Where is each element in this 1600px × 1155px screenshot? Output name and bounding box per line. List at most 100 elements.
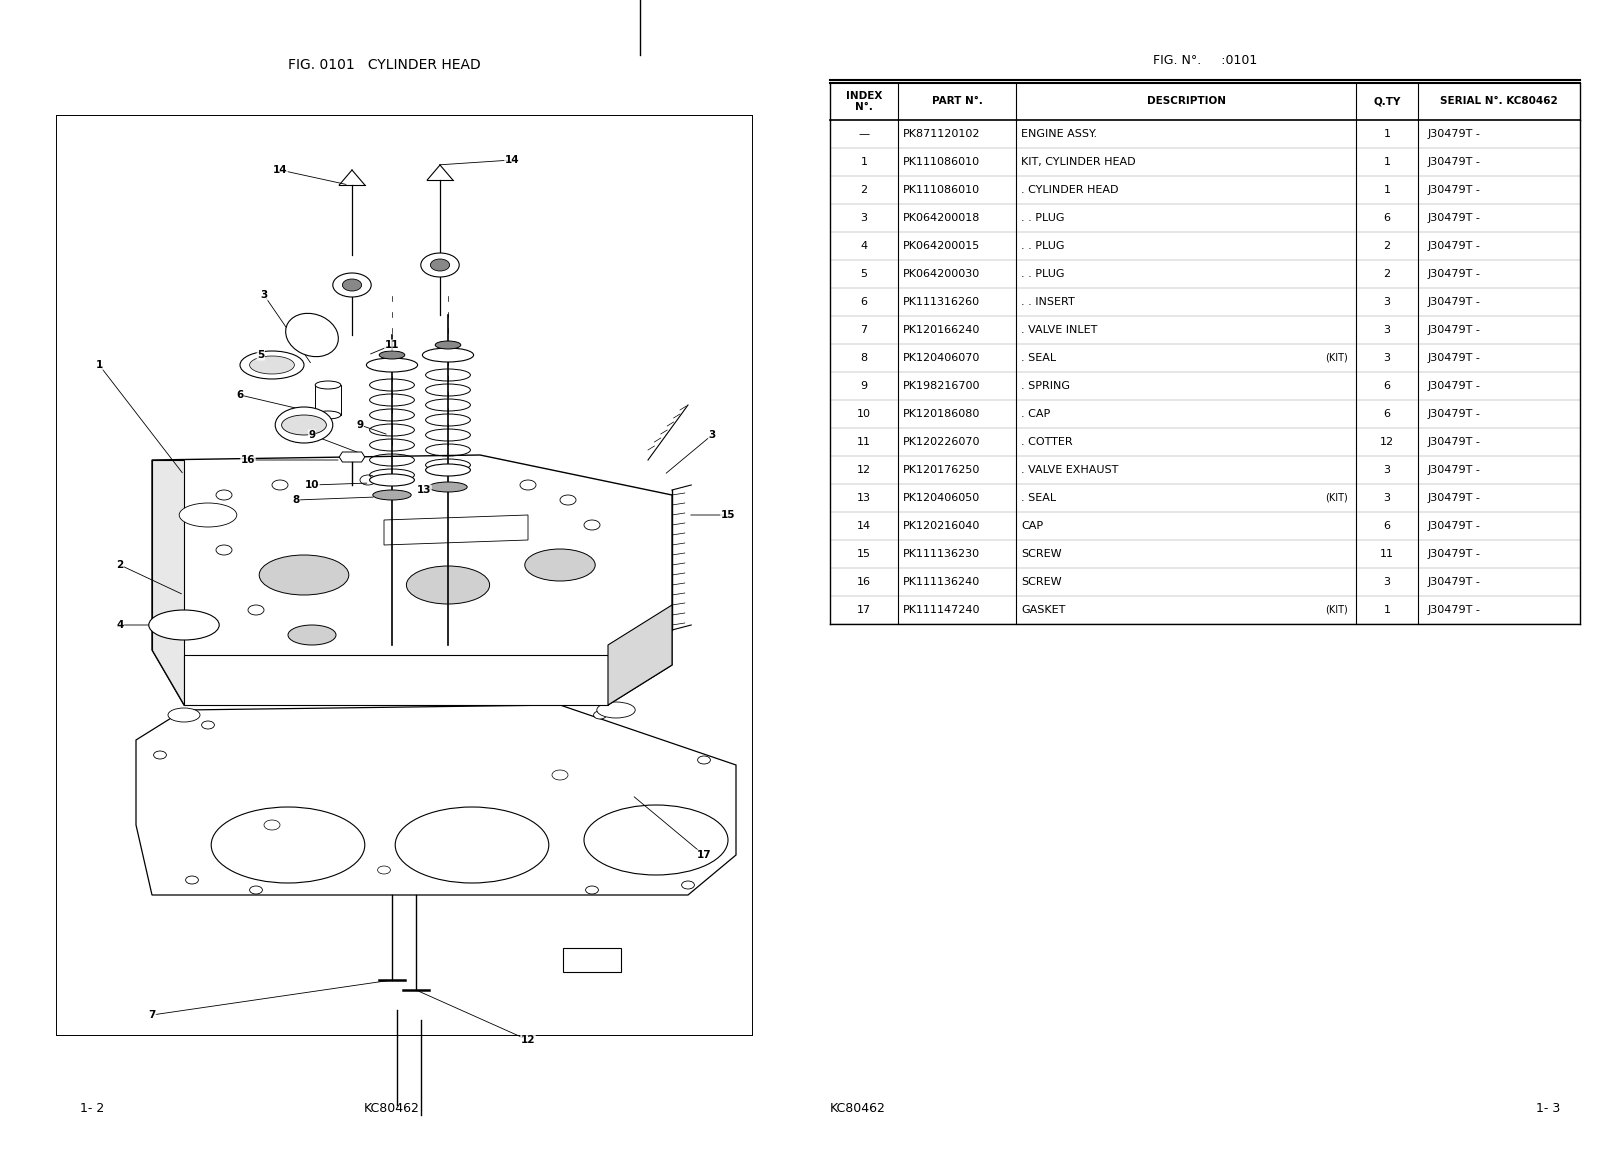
Text: J30479T -: J30479T - (1429, 465, 1482, 475)
Ellipse shape (429, 482, 467, 492)
Text: 9: 9 (861, 381, 867, 392)
Text: . SEAL: . SEAL (1021, 493, 1056, 502)
Text: 17: 17 (696, 850, 712, 860)
Ellipse shape (373, 490, 411, 500)
Text: FIG. 0101   CYLINDER HEAD: FIG. 0101 CYLINDER HEAD (288, 58, 480, 72)
Text: SCREW: SCREW (1021, 549, 1062, 559)
Ellipse shape (282, 415, 326, 435)
Text: PK120226070: PK120226070 (902, 437, 981, 447)
Text: J30479T -: J30479T - (1429, 549, 1482, 559)
Text: J30479T -: J30479T - (1429, 521, 1482, 531)
Text: J30479T -: J30479T - (1429, 213, 1482, 223)
Text: . SEAL: . SEAL (1021, 353, 1056, 363)
Ellipse shape (584, 805, 728, 875)
Text: . . PLUG: . . PLUG (1021, 269, 1064, 280)
Text: 2: 2 (1384, 241, 1390, 251)
Text: (KIT): (KIT) (1325, 353, 1347, 363)
Text: J30479T -: J30479T - (1429, 185, 1482, 195)
Text: 13: 13 (858, 493, 870, 502)
Text: 1: 1 (1384, 185, 1390, 195)
Circle shape (421, 253, 459, 277)
Text: PK111086010: PK111086010 (902, 185, 981, 195)
Ellipse shape (370, 474, 414, 486)
Text: 9: 9 (309, 430, 315, 440)
Text: 8: 8 (861, 353, 867, 363)
Polygon shape (152, 455, 672, 705)
Text: DESCRIPTION: DESCRIPTION (1147, 97, 1226, 106)
Circle shape (698, 757, 710, 763)
Ellipse shape (315, 411, 341, 419)
Ellipse shape (395, 807, 549, 884)
Circle shape (682, 881, 694, 889)
Circle shape (342, 280, 362, 291)
Text: INDEX
N°.: INDEX N°. (846, 91, 882, 112)
Ellipse shape (379, 351, 405, 359)
Circle shape (586, 886, 598, 894)
Text: PK120216040: PK120216040 (902, 521, 981, 531)
Text: 6: 6 (1384, 409, 1390, 419)
Circle shape (248, 605, 264, 614)
Text: 3: 3 (261, 290, 267, 300)
Text: 8: 8 (293, 495, 299, 505)
Circle shape (430, 259, 450, 271)
Circle shape (272, 480, 288, 490)
Text: 11: 11 (1379, 549, 1394, 559)
Text: . CYLINDER HEAD: . CYLINDER HEAD (1021, 185, 1118, 195)
Polygon shape (315, 385, 341, 415)
Text: 3: 3 (1384, 493, 1390, 502)
Circle shape (216, 490, 232, 500)
Ellipse shape (406, 566, 490, 604)
Polygon shape (152, 460, 184, 705)
Text: 16: 16 (858, 578, 870, 587)
Text: PK111147240: PK111147240 (902, 605, 981, 614)
Text: PK064200030: PK064200030 (902, 269, 981, 280)
Text: PK111086010: PK111086010 (902, 157, 981, 167)
Circle shape (250, 886, 262, 894)
Text: 4: 4 (861, 241, 867, 251)
Ellipse shape (315, 381, 341, 389)
Circle shape (264, 820, 280, 830)
Text: J30479T -: J30479T - (1429, 578, 1482, 587)
Circle shape (378, 866, 390, 874)
Text: . . INSERT: . . INSERT (1021, 297, 1075, 307)
Text: 3: 3 (709, 430, 715, 440)
Ellipse shape (168, 708, 200, 722)
Text: J30479T -: J30479T - (1429, 493, 1482, 502)
Circle shape (520, 480, 536, 490)
Text: . COTTER: . COTTER (1021, 437, 1072, 447)
Text: 3: 3 (1384, 325, 1390, 335)
Text: 1: 1 (96, 360, 102, 370)
Text: . VALVE INLET: . VALVE INLET (1021, 325, 1098, 335)
Text: PK111136240: PK111136240 (902, 578, 981, 587)
Text: 1- 2: 1- 2 (80, 1102, 104, 1115)
Text: FIG. N°.     :0101: FIG. N°. :0101 (1154, 53, 1258, 67)
Text: 2: 2 (861, 185, 867, 195)
Ellipse shape (211, 807, 365, 884)
Ellipse shape (422, 348, 474, 362)
Polygon shape (608, 605, 672, 705)
Circle shape (584, 520, 600, 530)
Text: 16: 16 (240, 455, 256, 465)
Ellipse shape (366, 358, 418, 372)
Text: PK120186080: PK120186080 (902, 409, 981, 419)
Ellipse shape (426, 464, 470, 476)
Text: J30479T -: J30479T - (1429, 353, 1482, 363)
Text: (KIT): (KIT) (1325, 493, 1347, 502)
Text: 15: 15 (720, 511, 736, 520)
Text: 2: 2 (117, 560, 123, 571)
Text: 14: 14 (858, 521, 870, 531)
Text: 5: 5 (258, 350, 264, 360)
Text: PK120166240: PK120166240 (902, 325, 981, 335)
Circle shape (552, 770, 568, 780)
Text: 12: 12 (858, 465, 870, 475)
Text: 9: 9 (357, 420, 363, 430)
Text: 6: 6 (861, 297, 867, 307)
Text: 1: 1 (1384, 157, 1390, 167)
Text: PK064200018: PK064200018 (902, 213, 981, 223)
Text: 10: 10 (304, 480, 320, 490)
Text: 7: 7 (861, 325, 867, 335)
Text: J30479T -: J30479T - (1429, 297, 1482, 307)
Text: 14: 14 (272, 165, 288, 176)
Text: J30479T -: J30479T - (1429, 325, 1482, 335)
Text: J30479T -: J30479T - (1429, 437, 1482, 447)
